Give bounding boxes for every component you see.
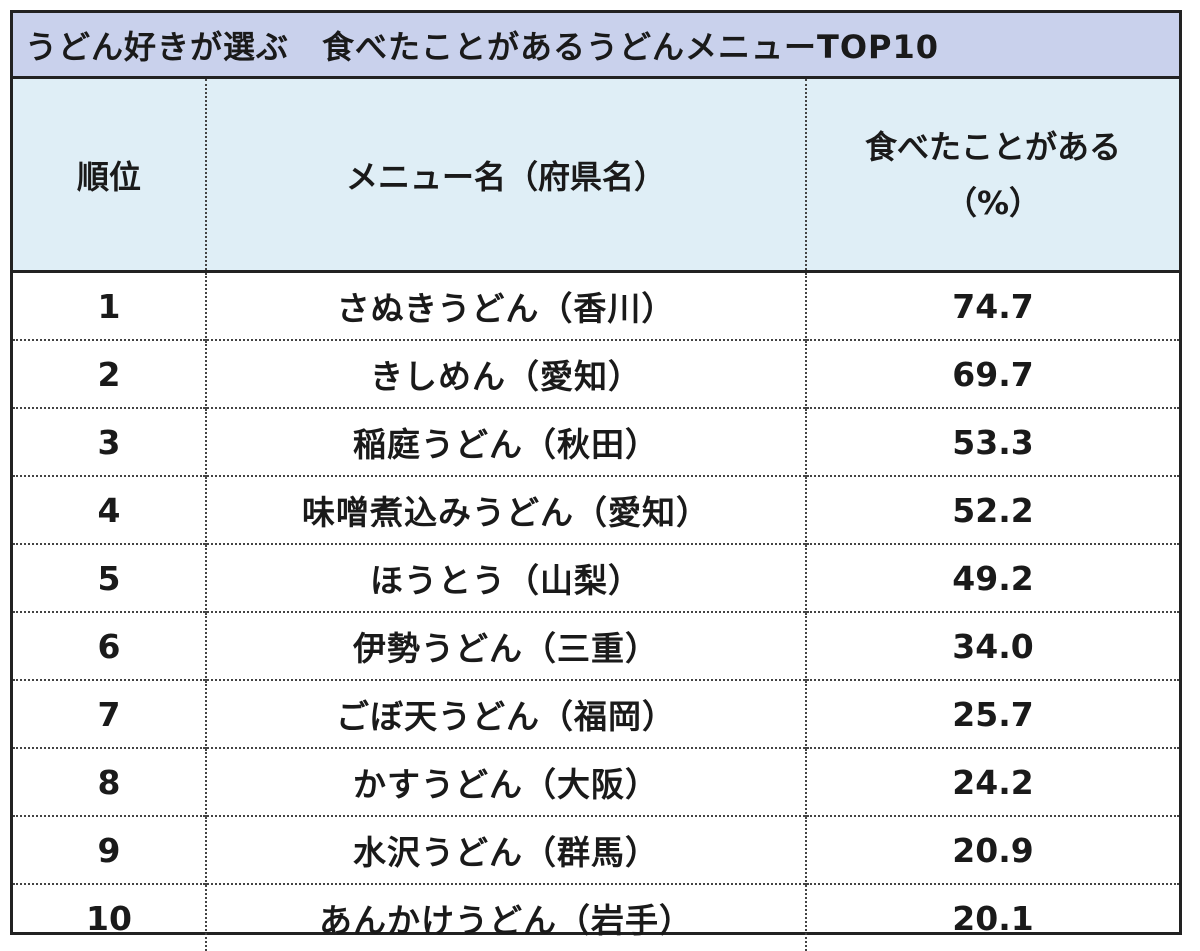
percentage-cell: 52.2 <box>805 475 1179 544</box>
menu-name-cell: きしめん（愛知） <box>205 339 806 408</box>
header-percentage: 食べたことがある （%） <box>805 79 1179 273</box>
menu-name-cell: 味噌煮込みうどん（愛知） <box>205 475 806 544</box>
percentage-cell: 25.7 <box>805 679 1179 748</box>
table-title: うどん好きが選ぶ 食べたことがあるうどんメニューTOP10 <box>13 13 1179 79</box>
table-row: 3 稲庭うどん（秋田） 53.3 <box>13 407 1179 476</box>
rank-cell: 10 <box>13 883 206 951</box>
percentage-cell: 20.1 <box>805 883 1179 951</box>
menu-name-cell: かすうどん（大阪） <box>205 747 806 816</box>
menu-name-cell: ほうとう（山梨） <box>205 543 806 612</box>
header-menu-name: メニュー名（府県名） <box>205 79 806 273</box>
header-row: 順位 メニュー名（府県名） 食べたことがある （%） <box>13 79 1179 273</box>
header-rank: 順位 <box>13 79 206 273</box>
table-row: 10 あんかけうどん（岩手） 20.1 <box>13 883 1179 951</box>
rank-cell: 9 <box>13 815 206 884</box>
table-row: 5 ほうとう（山梨） 49.2 <box>13 543 1179 612</box>
header-percentage-line2: （%） <box>944 183 1042 222</box>
menu-name-cell: あんかけうどん（岩手） <box>205 883 806 951</box>
rank-cell: 7 <box>13 679 206 748</box>
table-row: 8 かすうどん（大阪） 24.2 <box>13 747 1179 816</box>
percentage-cell: 53.3 <box>805 407 1179 476</box>
percentage-cell: 20.9 <box>805 815 1179 884</box>
table-row: 7 ごぼ天うどん（福岡） 25.7 <box>13 679 1179 748</box>
menu-name-cell: 稲庭うどん（秋田） <box>205 407 806 476</box>
menu-name-cell: 水沢うどん（群馬） <box>205 815 806 884</box>
percentage-cell: 74.7 <box>805 271 1179 340</box>
header-percentage-line1: 食べたことがある <box>864 127 1121 166</box>
table-row: 1 さぬきうどん（香川） 74.7 <box>13 271 1179 340</box>
percentage-cell: 49.2 <box>805 543 1179 612</box>
rank-cell: 6 <box>13 611 206 680</box>
rank-cell: 8 <box>13 747 206 816</box>
table-row: 6 伊勢うどん（三重） 34.0 <box>13 611 1179 680</box>
percentage-cell: 69.7 <box>805 339 1179 408</box>
rank-cell: 5 <box>13 543 206 612</box>
table-row: 2 きしめん（愛知） 69.7 <box>13 339 1179 408</box>
rank-cell: 2 <box>13 339 206 408</box>
rank-cell: 1 <box>97 286 121 326</box>
table-row: 9 水沢うどん（群馬） 20.9 <box>13 815 1179 884</box>
ranking-table: 順位 メニュー名（府県名） 食べたことがある （%） 1 さぬきうどん（香川） … <box>13 79 1179 951</box>
rank-cell: 4 <box>13 475 206 544</box>
menu-name-cell: さぬきうどん（香川） <box>205 271 806 340</box>
rank-cell: 3 <box>13 407 206 476</box>
ranking-table-frame: うどん好きが選ぶ 食べたことがあるうどんメニューTOP10 順位 メニュー名（府… <box>10 10 1182 951</box>
percentage-cell: 24.2 <box>805 747 1179 816</box>
table-row: 4 味噌煮込みうどん（愛知） 52.2 <box>13 475 1179 544</box>
menu-name-cell: 伊勢うどん（三重） <box>205 611 806 680</box>
menu-name-cell: ごぼ天うどん（福岡） <box>205 679 806 748</box>
percentage-cell: 34.0 <box>805 611 1179 680</box>
